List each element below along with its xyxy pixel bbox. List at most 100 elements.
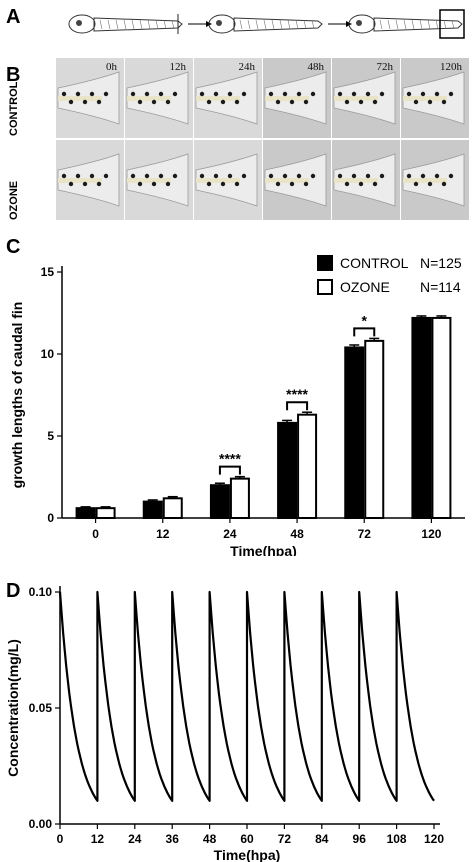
- larva-segment: [427, 19, 431, 30]
- pigment-cell: [61, 91, 67, 97]
- y-tick-label: 0: [47, 511, 54, 525]
- larva-eye: [76, 20, 82, 26]
- x-tick-label: 48: [290, 527, 304, 541]
- larva-segment: [147, 19, 151, 30]
- bar-ozone: [162, 497, 183, 520]
- pigment-cell: [303, 99, 309, 105]
- pigment-cell: [151, 99, 157, 105]
- pigment-cell: [372, 181, 378, 187]
- notochord: [334, 96, 378, 101]
- pigment-cell: [213, 173, 219, 179]
- larva-drawing: [68, 14, 183, 34]
- x-tick-label: 0: [92, 527, 99, 541]
- pigment-cell: [310, 173, 316, 179]
- time-label: 72h: [377, 61, 394, 73]
- x-tick-label: 120: [421, 527, 441, 541]
- pigment-cell: [137, 99, 143, 105]
- pigment-cell: [420, 173, 426, 179]
- significance-bracket: [353, 327, 376, 337]
- pigment-cell: [199, 91, 205, 97]
- significance-label: ****: [219, 451, 241, 467]
- pigment-cell: [213, 91, 219, 97]
- significance-bracket: [218, 465, 241, 475]
- pigment-cell: [82, 181, 88, 187]
- fin-photo-grid: 0h 12h 24h 48h 72h 120h: [56, 58, 469, 220]
- x-axis-title: Time(hpa): [214, 847, 281, 862]
- bar-ozone: [431, 316, 452, 519]
- pigment-cell: [227, 91, 233, 97]
- pigment-cell: [268, 91, 274, 97]
- notochord: [196, 178, 240, 183]
- pigment-cell: [103, 91, 109, 97]
- larva-segment: [379, 19, 383, 30]
- pigment-cell: [344, 99, 350, 105]
- concentration-line-chart: 0.00 0.05 0.10 0 12 24 36 48 60 72 84 96 108 120 Time(…: [5, 585, 444, 862]
- pigment-cell: [75, 173, 81, 179]
- pigment-cell: [296, 173, 302, 179]
- larva-eye: [216, 20, 222, 26]
- pigment-cell: [379, 173, 385, 179]
- pigment-cell: [268, 173, 274, 179]
- pigment-cell: [165, 181, 171, 187]
- x-tick-label: 24: [128, 832, 142, 846]
- pigment-cell: [158, 91, 164, 97]
- notochord: [265, 178, 309, 183]
- x-tick-label: 36: [166, 832, 180, 846]
- pigment-cell: [406, 91, 412, 97]
- notochord: [403, 178, 447, 183]
- larva-head: [208, 14, 236, 34]
- pigment-cell: [379, 91, 385, 97]
- notochord: [196, 96, 240, 101]
- larva-drawing: [208, 14, 323, 34]
- y-axis-title: growth lengths of caudal fin: [9, 302, 25, 489]
- larva-segment: [171, 19, 175, 30]
- bar-control: [411, 316, 432, 519]
- pigment-cell: [289, 99, 295, 105]
- bar-control: [277, 421, 298, 520]
- x-tick-label: 72: [358, 527, 372, 541]
- pigment-cell: [358, 99, 364, 105]
- larva-segment: [419, 19, 423, 30]
- pigment-cell: [427, 181, 433, 187]
- fin-box: [439, 9, 465, 39]
- pigment-cell: [275, 99, 281, 105]
- y-tick-label: 0.00: [29, 817, 53, 831]
- pigment-cell: [413, 181, 419, 187]
- pigment-cell: [144, 91, 150, 97]
- pigment-cell: [227, 173, 233, 179]
- pigment-cell: [282, 91, 288, 97]
- pigment-cell: [434, 91, 440, 97]
- x-tick-label: 0: [57, 832, 64, 846]
- legend-n-label: N=125: [420, 255, 462, 271]
- concentration-line: [58, 590, 435, 802]
- larva-segment: [435, 19, 439, 30]
- bar-ozone: [297, 413, 318, 519]
- larva-body: [373, 17, 463, 32]
- notochord: [334, 178, 378, 183]
- larva-segment: [303, 19, 307, 30]
- larva-segment: [99, 19, 103, 30]
- notochord: [127, 96, 171, 101]
- significance-bracket: [286, 401, 309, 411]
- x-tick-label: 12: [156, 527, 170, 541]
- pigment-cell: [137, 181, 143, 187]
- pigment-cell: [365, 91, 371, 97]
- pigment-cell: [206, 99, 212, 105]
- pigment-cell: [68, 99, 74, 105]
- pigment-cell: [241, 173, 247, 179]
- pigment-cell: [427, 99, 433, 105]
- larva-segment: [247, 19, 251, 30]
- pigment-cell: [448, 173, 454, 179]
- larva-segment: [311, 19, 315, 30]
- y-tick-label: 0.10: [29, 585, 53, 599]
- x-tick-label: 48: [203, 832, 217, 846]
- larva-segment: [287, 19, 291, 30]
- pigment-cell: [172, 91, 178, 97]
- legend-swatch: [317, 255, 333, 271]
- pigment-cell: [144, 173, 150, 179]
- larva-head: [68, 14, 96, 34]
- pigment-cell: [282, 173, 288, 179]
- time-label: 120h: [440, 61, 463, 73]
- pigment-cell: [406, 173, 412, 179]
